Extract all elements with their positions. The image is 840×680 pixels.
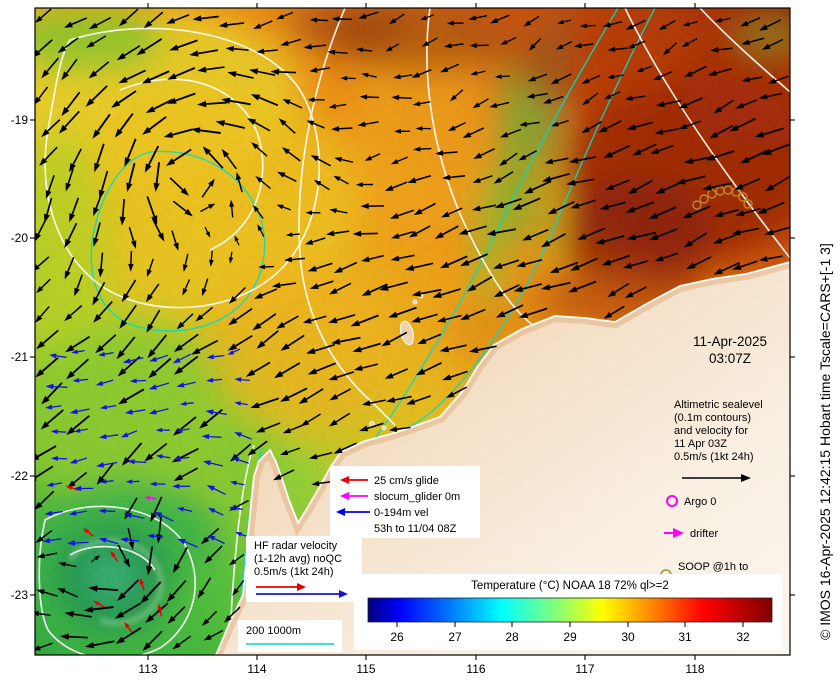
plot-frame bbox=[34, 7, 791, 656]
hf-radar-legend: HF radar velocity (1-12h avg) noQC 0.5m/… bbox=[246, 536, 362, 602]
y-tick-23: -23 bbox=[11, 588, 29, 602]
slocum-arrow-head bbox=[340, 492, 349, 500]
colorbar-tickmarks bbox=[396, 622, 744, 627]
map-time: 03:07Z bbox=[709, 351, 751, 366]
soop-line-1: SOOP @1h to bbox=[678, 561, 748, 573]
x-tick-113: 113 bbox=[138, 662, 157, 676]
x-axis-labels: 113 114 115 116 117 118 bbox=[138, 662, 704, 676]
drifter-legend: drifter bbox=[664, 528, 718, 540]
y-tick-19: -19 bbox=[11, 113, 29, 127]
colorbar-gradient bbox=[367, 597, 773, 623]
colorbar: Temperature (°C) NOAA 18 72% ql>=2 26 27… bbox=[354, 574, 782, 650]
date-stamp: 11-Apr-2025 03:07Z bbox=[693, 334, 767, 366]
alt-line-2: (0.1m contours) bbox=[674, 412, 751, 424]
altimetric-velocity-arrows bbox=[35, 8, 790, 651]
alt-scale-arrow-head bbox=[741, 474, 751, 482]
depthavg-arrow-head bbox=[336, 508, 345, 516]
glide-label: 25 cm/s glide bbox=[374, 475, 439, 487]
isobath-label: 200 1000m bbox=[246, 625, 301, 637]
colorbar-title: Temperature (°C) NOAA 18 72% ql>=2 bbox=[471, 580, 669, 592]
x-tick-115: 115 bbox=[356, 662, 375, 676]
alt-line-3: and velocity for bbox=[674, 425, 748, 437]
x-tick-114: 114 bbox=[247, 662, 266, 676]
x-tick-118: 118 bbox=[685, 662, 704, 676]
hf-radar-velocity-arrows bbox=[42, 348, 252, 548]
drifter-arrow-head bbox=[673, 528, 684, 538]
y-tick-22: -22 bbox=[11, 469, 29, 483]
drifter-label: drifter bbox=[690, 528, 718, 540]
alt-line-1: Altimetric sealevel bbox=[674, 399, 763, 411]
glider-velocity-arrows bbox=[65, 485, 163, 633]
alt-line-5: 0.5m/s (1kt 24h) bbox=[674, 451, 753, 463]
alt-line-4: 11 Apr 03Z bbox=[674, 438, 727, 450]
x-tick-117: 117 bbox=[575, 662, 594, 676]
cb-tick-27: 27 bbox=[448, 630, 462, 644]
cb-tick-30: 30 bbox=[621, 630, 635, 644]
x-tick-116: 116 bbox=[466, 662, 485, 676]
argo-legend: Argo 0 bbox=[666, 495, 716, 508]
imos-watermark: © IMOS 16-Apr-2025 12:42:15 Hobart time … bbox=[817, 243, 833, 640]
cb-tick-29: 29 bbox=[563, 630, 577, 644]
cb-tick-32: 32 bbox=[736, 630, 750, 644]
y-tick-21: -21 bbox=[11, 350, 29, 364]
y-tick-20: -20 bbox=[11, 231, 29, 245]
hf-line-1: HF radar velocity bbox=[254, 540, 338, 552]
hf-line-2: (1-12h avg) noQC bbox=[254, 553, 342, 565]
sealevel-contours bbox=[38, 8, 790, 655]
glider-legend: 25 cm/s glide slocum_glider 0m 0-194m ve… bbox=[330, 466, 480, 538]
soop-track-circles bbox=[692, 185, 753, 210]
glider-footnote: 53h to 11/04 08Z bbox=[374, 523, 457, 535]
hf-blue-arrow-head bbox=[339, 590, 348, 598]
altimetry-legend: Altimetric sealevel (0.1m contours) and … bbox=[674, 399, 763, 482]
y-axis-labels: -19 -20 -21 -22 -23 bbox=[11, 113, 29, 602]
slocum-label: slocum_glider 0m bbox=[374, 491, 460, 503]
argo-label: Argo 0 bbox=[684, 496, 716, 508]
isobath-legend: 200 1000m bbox=[238, 620, 342, 652]
map-date: 11-Apr-2025 bbox=[693, 334, 767, 349]
argo-marker bbox=[666, 495, 678, 507]
cb-tick-26: 26 bbox=[390, 630, 404, 644]
cb-tick-28: 28 bbox=[505, 630, 519, 644]
hf-line-3: 0.5m/s (1kt 24h) bbox=[254, 566, 333, 578]
hf-red-arrow-head bbox=[297, 583, 306, 591]
axis-tickmarks bbox=[30, 3, 795, 660]
glide-arrow-head bbox=[340, 476, 349, 484]
depthavg-label: 0-194m vel bbox=[374, 507, 428, 519]
cb-tick-31: 31 bbox=[678, 630, 692, 644]
